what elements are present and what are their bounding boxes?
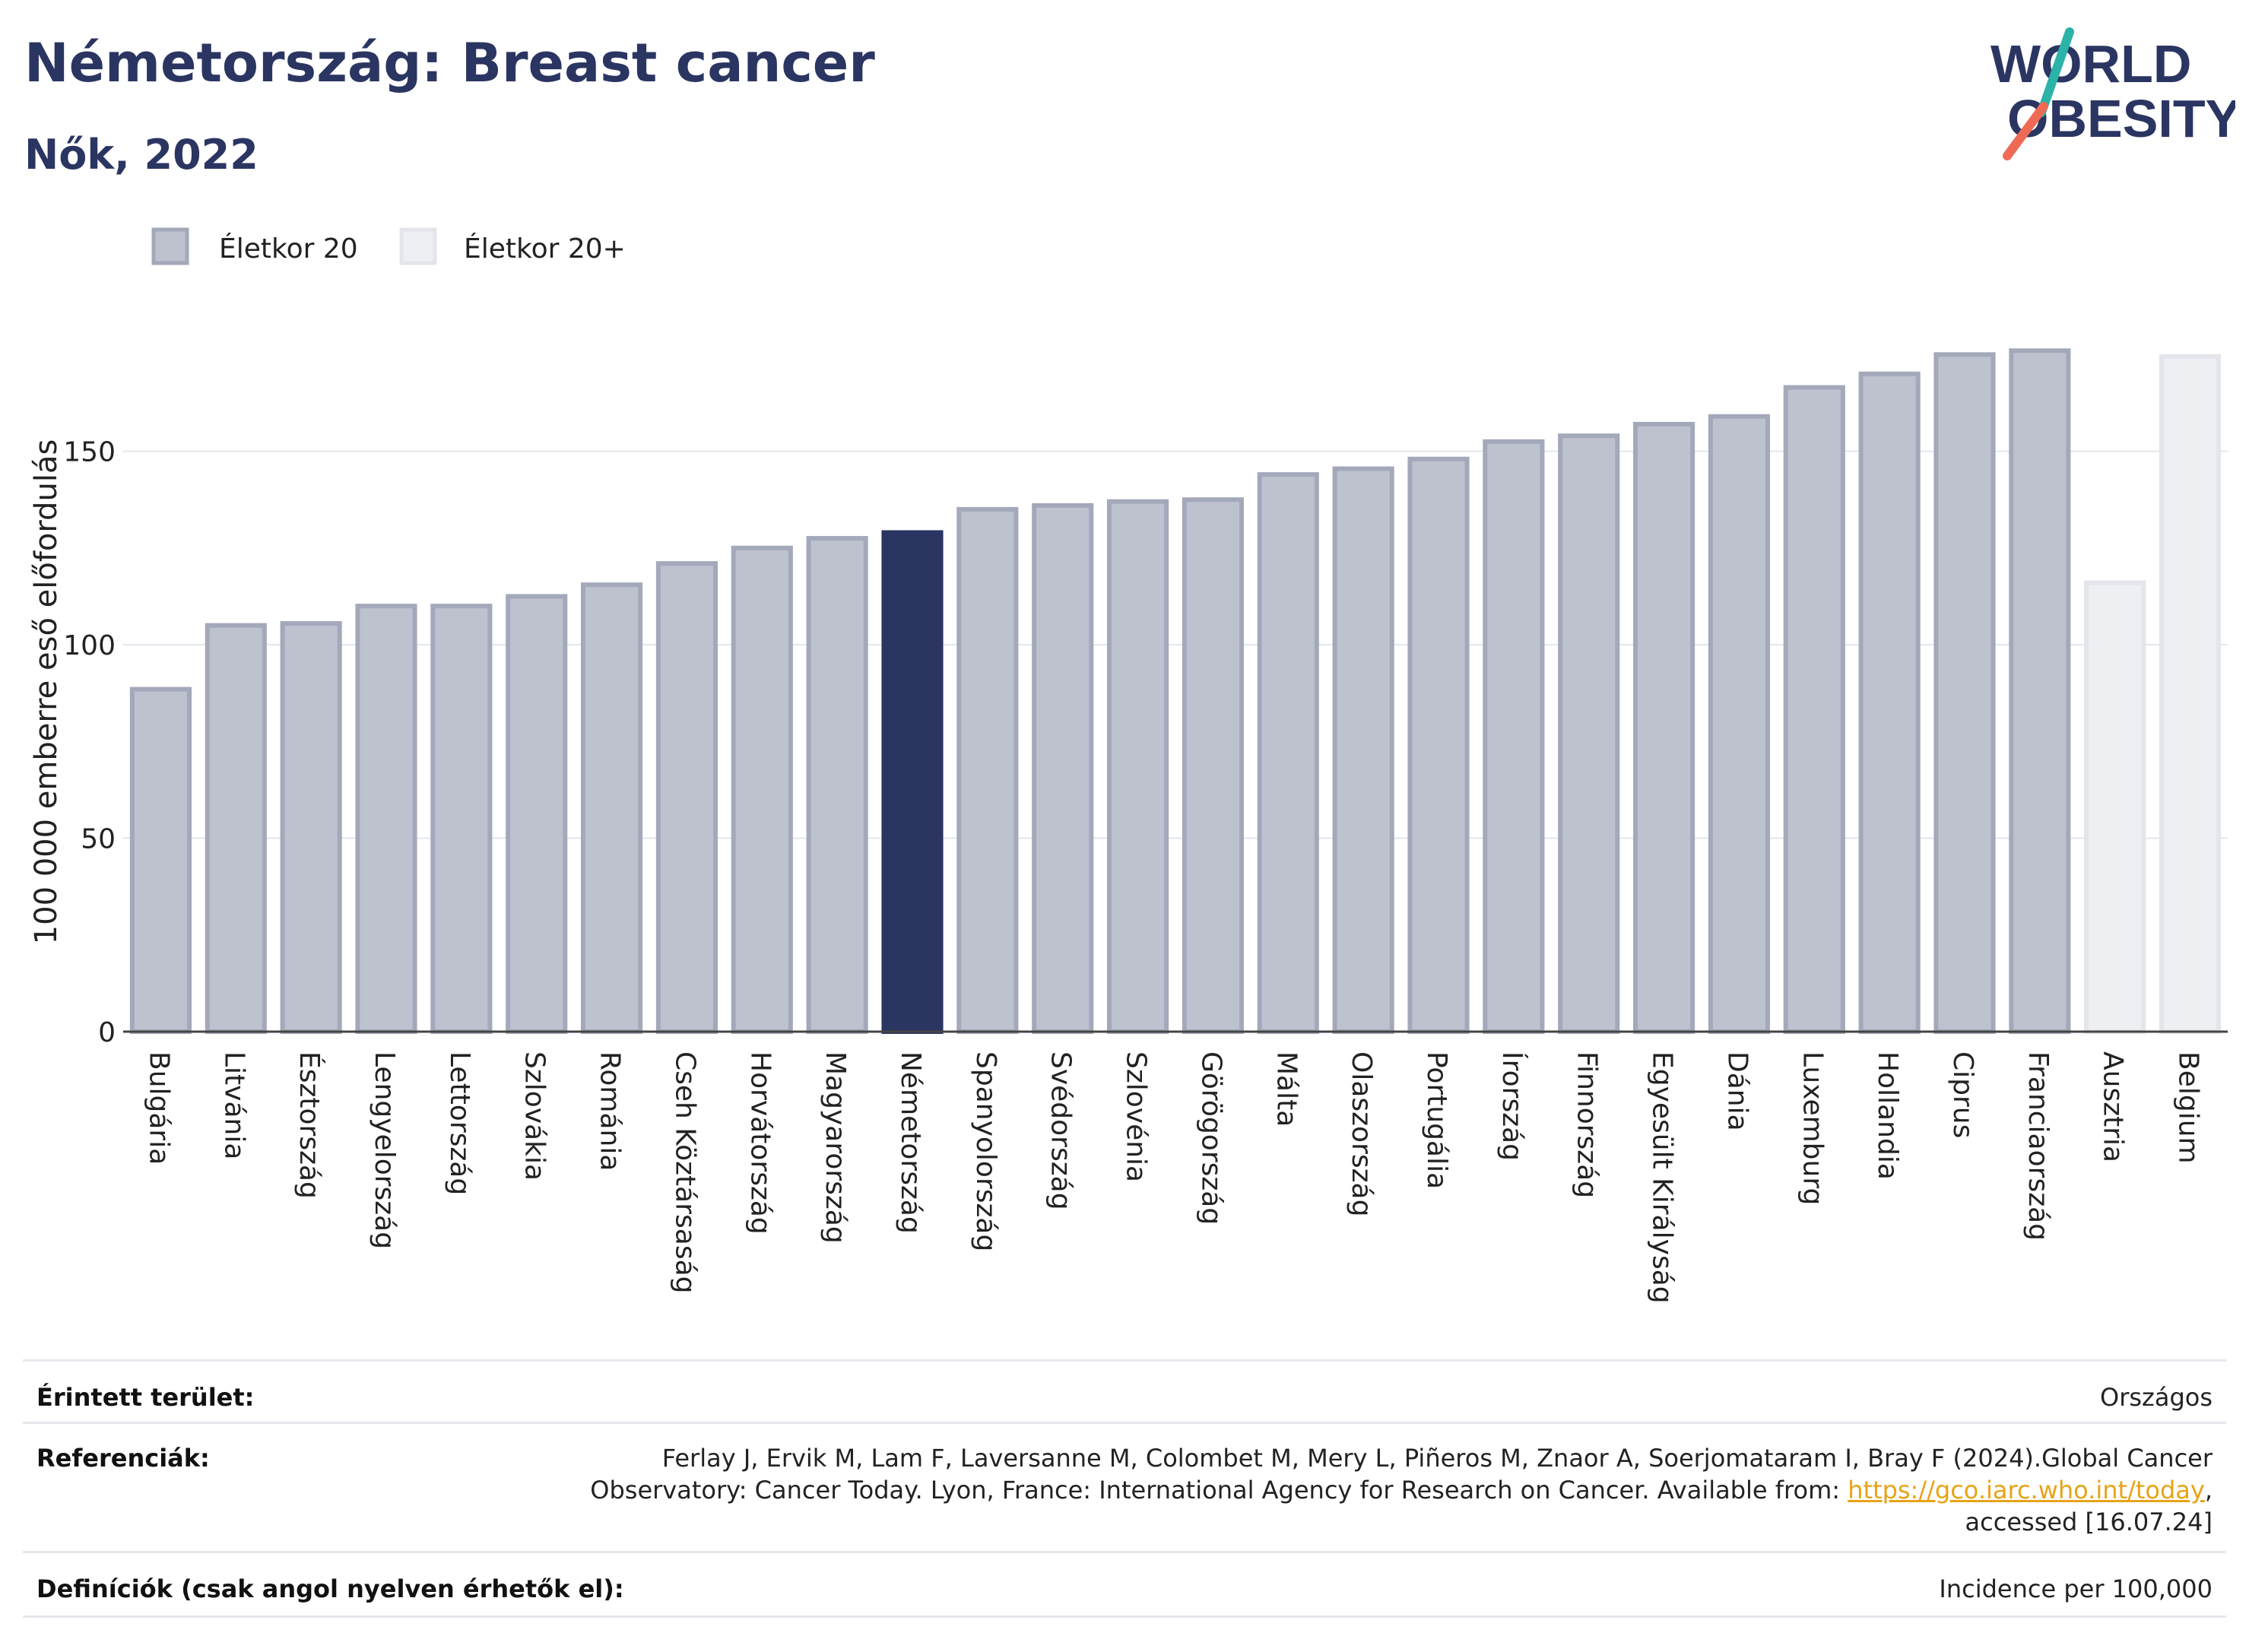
bar <box>1182 497 1244 1034</box>
x-tick-label: Málta <box>1270 1051 1302 1127</box>
y-tick-label: 150 <box>63 437 116 468</box>
x-tick-label: Észtország <box>293 1051 325 1199</box>
legend-label-age-20: Életkor 20 <box>219 233 358 265</box>
x-tick-label: Svédország <box>1045 1051 1077 1210</box>
x-tick-label: Egyesült Királyság <box>1647 1051 1678 1304</box>
y-tick-label: 0 <box>98 1017 116 1048</box>
y-axis-label: 100 000 emberre eső előfordulás <box>29 439 64 945</box>
footer-definition-row: Definíciók (csak angol nyelven érhetők e… <box>23 1551 2226 1618</box>
bar <box>280 621 342 1034</box>
chart-subtitle: Nők, 2022 <box>24 131 259 179</box>
reference-line-2-end: , <box>2204 1476 2213 1505</box>
x-tick-label: Franciaország <box>2022 1051 2054 1241</box>
bar <box>1558 433 1620 1034</box>
bar <box>1407 456 1470 1034</box>
footer-area-row: Érintett terület: Országos <box>23 1359 2226 1424</box>
legend-swatch-age-20-plus <box>399 227 437 265</box>
x-tick-label: Finnország <box>1572 1051 1603 1198</box>
area-label: Érintett terület: <box>36 1383 255 1412</box>
bar <box>1858 371 1921 1034</box>
bar <box>2009 348 2071 1034</box>
bar <box>956 506 1019 1034</box>
x-tick-label: Spanyolország <box>970 1051 1001 1251</box>
reference-line-2-text: Observatory: Cancer Today. Lyon, France:… <box>590 1476 1848 1505</box>
logo-slash-coral <box>2003 102 2048 160</box>
x-tick-label: Írország <box>1496 1051 1528 1161</box>
bar <box>129 686 192 1035</box>
bar <box>2084 580 2146 1034</box>
y-tick-label: 100 <box>63 630 116 661</box>
bar <box>731 545 793 1034</box>
bar <box>1032 503 1094 1034</box>
x-tick-label: Dánia <box>1721 1051 1753 1131</box>
x-tick-label: Ciprus <box>1947 1051 1978 1138</box>
x-axis-labels: Bulgária Litvánia Észtország Lengyelország L… <box>143 1051 2203 1304</box>
bar <box>806 536 868 1034</box>
logo-text-world: WORLD <box>1990 34 2191 94</box>
bar <box>355 604 417 1034</box>
bar <box>1107 499 1169 1034</box>
world-obesity-logo: WORLD OBESITY <box>1990 27 2235 160</box>
legend-swatch-age-20 <box>151 227 189 265</box>
y-tick-label: 50 <box>81 824 116 855</box>
bar-chart: Életkor 20 Életkor 20+ 0 50 100 150 Bulgári… <box>29 227 2228 1304</box>
x-tick-label: Horvátország <box>744 1051 776 1235</box>
reference-line-2: Observatory: Cancer Today. Lyon, France:… <box>590 1474 2213 1506</box>
bar <box>430 604 493 1034</box>
x-tick-label: Cseh Köztársaság <box>669 1051 700 1294</box>
bar <box>881 530 944 1034</box>
x-tick-label: Litvánia <box>218 1051 249 1159</box>
reference-line-1: Ferlay J, Ervik M, Lam F, Laversanne M, … <box>661 1444 2213 1473</box>
bar <box>506 594 568 1034</box>
x-tick-label: Szlovénia <box>1121 1051 1152 1182</box>
definition-label: Definíciók (csak angol nyelven érhetők e… <box>36 1574 624 1603</box>
bar <box>581 582 643 1034</box>
x-tick-label: Belgium <box>2173 1051 2204 1164</box>
bars <box>123 348 2228 1035</box>
footer-reference-row: Referenciák: Ferlay J, Ervik M, Lam F, L… <box>23 1422 2226 1553</box>
legend-label-age-20-plus: Életkor 20+ <box>464 233 626 265</box>
bar <box>1332 466 1394 1034</box>
y-axis-ticks: 0 50 100 150 <box>63 437 116 1048</box>
bar <box>1933 352 1996 1034</box>
x-tick-label: Bulgária <box>143 1051 174 1165</box>
x-tick-label: Románia <box>595 1051 626 1171</box>
reference-label: Referenciák: <box>36 1444 210 1473</box>
x-tick-label: Lettország <box>444 1051 475 1195</box>
x-tick-label: Magyarország <box>820 1051 851 1244</box>
bar <box>1633 421 1695 1034</box>
reference-text: Ferlay J, Ervik M, Lam F, Laversanne M, … <box>590 1442 2213 1538</box>
bar <box>1257 472 1319 1034</box>
bar <box>655 561 718 1034</box>
x-tick-label: Görögország <box>1195 1051 1226 1225</box>
definition-value: Incidence per 100,000 <box>1939 1574 2213 1603</box>
area-value: Országos <box>2100 1383 2213 1412</box>
logo-slash-teal <box>2037 27 2074 117</box>
x-tick-label: Németország <box>895 1051 926 1234</box>
x-tick-label: Hollandia <box>1872 1051 1903 1180</box>
chart-legend: Életkor 20 Életkor 20+ <box>151 227 626 265</box>
bar <box>205 623 267 1034</box>
x-tick-label: Luxemburg <box>1797 1051 1828 1205</box>
reference-link[interactable]: https://gco.iarc.who.int/today <box>1848 1476 2205 1505</box>
chart-title: Németország: Breast cancer <box>24 32 875 94</box>
x-tick-label: Lengyelország <box>369 1051 400 1249</box>
x-tick-label: Ausztria <box>2098 1051 2129 1162</box>
x-tick-label: Portugália <box>1421 1051 1452 1189</box>
bar <box>2159 354 2222 1034</box>
reference-line-3: accessed [16.07.24] <box>1965 1508 2213 1536</box>
x-tick-label: Olaszország <box>1346 1051 1377 1216</box>
x-tick-label: Szlovákia <box>519 1051 550 1181</box>
bar <box>1783 385 1845 1034</box>
bar <box>1708 414 1770 1034</box>
bar <box>1483 439 1545 1034</box>
